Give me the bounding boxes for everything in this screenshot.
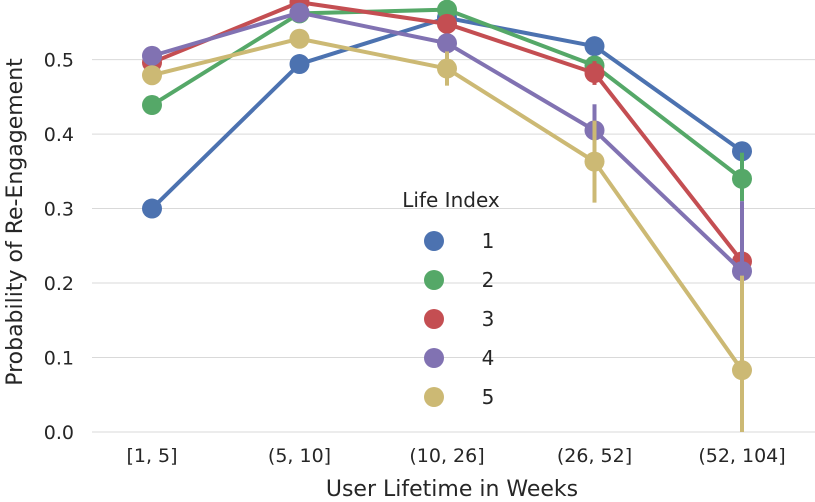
legend-marker: [424, 387, 444, 407]
y-axis-label: Probability of Re-Engagement: [3, 58, 28, 386]
y-tick-label: 0.5: [44, 50, 74, 72]
x-tick-label: (52, 104]: [698, 445, 785, 467]
legend: Life Index 1 2 3 4 5: [402, 188, 500, 409]
series-layer: [142, 0, 752, 432]
data-point: [437, 33, 457, 54]
legend-marker: [424, 231, 444, 251]
data-point: [437, 0, 457, 20]
data-point: [142, 198, 162, 219]
data-point: [732, 360, 752, 381]
legend-marker: [424, 309, 444, 329]
data-point: [732, 261, 752, 282]
grid-lines: [92, 59, 815, 433]
legend-label: 1: [482, 229, 495, 253]
legend-label: 4: [482, 346, 495, 370]
x-tick-label: (10, 26]: [409, 445, 484, 467]
data-point: [142, 95, 162, 116]
data-point: [437, 58, 457, 79]
data-point: [142, 65, 162, 86]
data-point: [289, 2, 310, 23]
x-tick-label: (5, 10]: [268, 445, 331, 467]
x-axis-label: User Lifetime in Weeks: [326, 477, 578, 502]
y-tick-label: 0.2: [44, 273, 74, 295]
legend-marker: [424, 348, 444, 368]
data-point: [732, 141, 752, 162]
series-5: [142, 28, 752, 432]
data-point: [584, 62, 605, 83]
data-point: [584, 151, 605, 172]
data-point: [437, 13, 457, 34]
legend-label: 3: [482, 307, 495, 331]
y-tick-label: 0.0: [44, 422, 74, 444]
x-tick-label: (26, 52]: [557, 445, 632, 467]
y-tick-label: 0.3: [44, 199, 74, 221]
legend-marker: [424, 270, 444, 290]
y-tick-label: 0.1: [44, 348, 74, 370]
y-tick-label: 0.4: [44, 124, 74, 146]
x-tick-label: [1, 5]: [126, 445, 177, 467]
data-point: [289, 54, 310, 75]
data-point: [142, 45, 162, 66]
data-point: [732, 168, 752, 189]
data-point: [289, 28, 310, 49]
legend-label: 2: [482, 268, 495, 292]
y-tick-labels: 0.0 0.1 0.2 0.3 0.4 0.5: [44, 50, 74, 444]
legend-label: 5: [482, 385, 495, 409]
data-point: [584, 36, 605, 57]
legend-title: Life Index: [402, 188, 500, 212]
x-tick-labels: [1, 5] (5, 10] (10, 26] (26, 52] (52, 104]: [126, 445, 785, 467]
